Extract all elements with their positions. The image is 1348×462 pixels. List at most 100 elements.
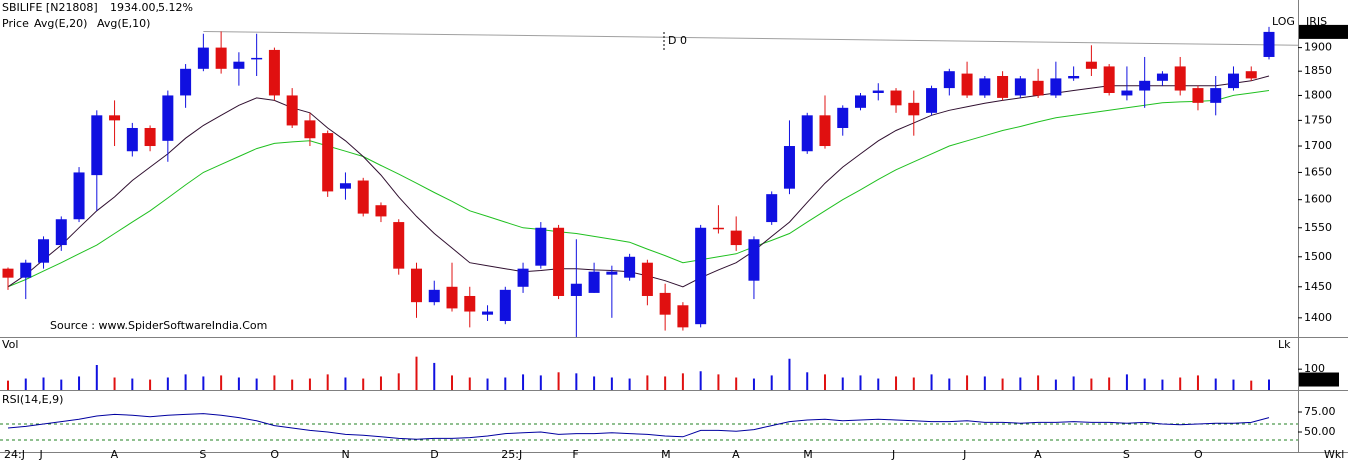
candle-body <box>1103 66 1115 93</box>
candle-body <box>410 268 422 303</box>
candle-body <box>926 88 938 113</box>
candle-body <box>1032 80 1044 96</box>
y-tick-label: 50.00 <box>1304 425 1336 438</box>
candle-body <box>695 227 707 325</box>
x-tick-label: 24:J <box>4 448 25 461</box>
trendline <box>203 30 1299 46</box>
legend-entry: Price <box>2 17 29 30</box>
x-tick-label: S <box>1123 448 1130 461</box>
candle-body <box>1156 73 1168 81</box>
moving-average <box>7 90 1270 288</box>
candle-body <box>482 311 494 315</box>
y-tick-label: 1500 <box>1304 250 1332 263</box>
candle-body <box>322 133 334 192</box>
y-tick-label: 1450 <box>1304 280 1332 293</box>
candle-body <box>570 283 582 296</box>
x-tick-label: D <box>430 448 438 461</box>
y-tick-label: 100 <box>1304 362 1325 375</box>
x-tick-label: M <box>661 448 671 461</box>
x-tick-label: J <box>39 448 43 461</box>
candle-body <box>624 256 636 278</box>
y-tick-label: 1800 <box>1304 88 1332 101</box>
candle-body <box>109 115 121 121</box>
y-tick-label: 1600 <box>1304 193 1332 206</box>
candle-body <box>286 95 298 126</box>
legend-entry: Avg(E,20) <box>34 17 87 30</box>
candle-body <box>659 292 671 315</box>
candle-body <box>55 219 67 246</box>
candle-body <box>908 102 920 116</box>
y-tick-label: 1400 <box>1304 311 1332 324</box>
candle-body <box>144 127 156 147</box>
candle-body <box>73 172 85 220</box>
x-tick-label: 25:J <box>501 448 522 461</box>
y-tick-label: 1550 <box>1304 221 1332 234</box>
candle-body <box>304 120 316 139</box>
candle-body <box>1227 73 1239 89</box>
price-label: 1934.00, <box>110 1 159 14</box>
candle-body <box>268 49 280 96</box>
candle-body <box>428 289 440 303</box>
candle-body <box>464 295 476 312</box>
candle-body <box>1245 71 1257 79</box>
candle-body <box>126 127 138 152</box>
x-tick-label: S <box>199 448 206 461</box>
candle-body <box>20 262 32 278</box>
candle-body <box>553 227 565 296</box>
legend-entry: Avg(E,10) <box>97 17 150 30</box>
candle-body <box>943 71 955 89</box>
candle-body <box>233 61 245 69</box>
candle-body <box>1050 78 1062 96</box>
candle-body <box>588 271 600 293</box>
candle-body <box>1192 88 1204 103</box>
candle-body <box>1085 61 1097 69</box>
candle-body <box>197 47 209 69</box>
candle-body <box>1210 88 1222 103</box>
x-tick-label: A <box>732 448 740 461</box>
candle-body <box>375 205 387 217</box>
candle-body <box>446 286 458 309</box>
candle-body <box>712 227 724 230</box>
source-label: Source : www.SpiderSoftwareIndia.Com <box>50 319 267 332</box>
candle-body <box>890 90 902 106</box>
candle-body <box>499 289 511 321</box>
x-tick-label: F <box>572 448 578 461</box>
chart-title: SBILIFE [N21808] <box>2 1 98 14</box>
candle-body <box>748 239 760 281</box>
last-volume-label: 50.33 <box>1301 373 1333 386</box>
candle-body <box>251 57 263 60</box>
candle-body <box>2 268 14 278</box>
candle-body <box>677 305 689 328</box>
candle-body <box>1121 90 1133 96</box>
y-tick-label: 1900 <box>1304 41 1332 54</box>
candle-body <box>162 95 174 141</box>
candle-body <box>801 115 813 152</box>
scale-label: LOG <box>1272 15 1295 28</box>
y-tick-label: 1850 <box>1304 64 1332 77</box>
last-price-box <box>1299 24 1348 39</box>
x-tick-label: A <box>111 448 119 461</box>
rsi-line <box>7 413 1270 440</box>
candle-body <box>91 115 103 176</box>
candle-body <box>819 115 831 147</box>
candle-body <box>180 68 192 96</box>
candle-body <box>641 262 653 296</box>
candle-body <box>517 268 529 287</box>
x-tick-label: J <box>891 448 895 461</box>
candle-body <box>393 222 405 269</box>
panel-title: RSI(14,E,9) <box>2 393 63 406</box>
vendor-label: IRIS <box>1306 15 1327 28</box>
panel-title: Vol <box>2 338 18 351</box>
period-label: Wkl <box>1324 448 1344 461</box>
candle-body <box>766 194 778 223</box>
candle-body <box>38 239 50 263</box>
candle-body <box>339 183 351 189</box>
candle-body <box>1068 75 1080 79</box>
y-tick-label: 1750 <box>1304 113 1332 126</box>
candle-body <box>606 271 618 275</box>
x-tick-label: A <box>1034 448 1042 461</box>
trendline-label: D 0 <box>668 34 687 47</box>
